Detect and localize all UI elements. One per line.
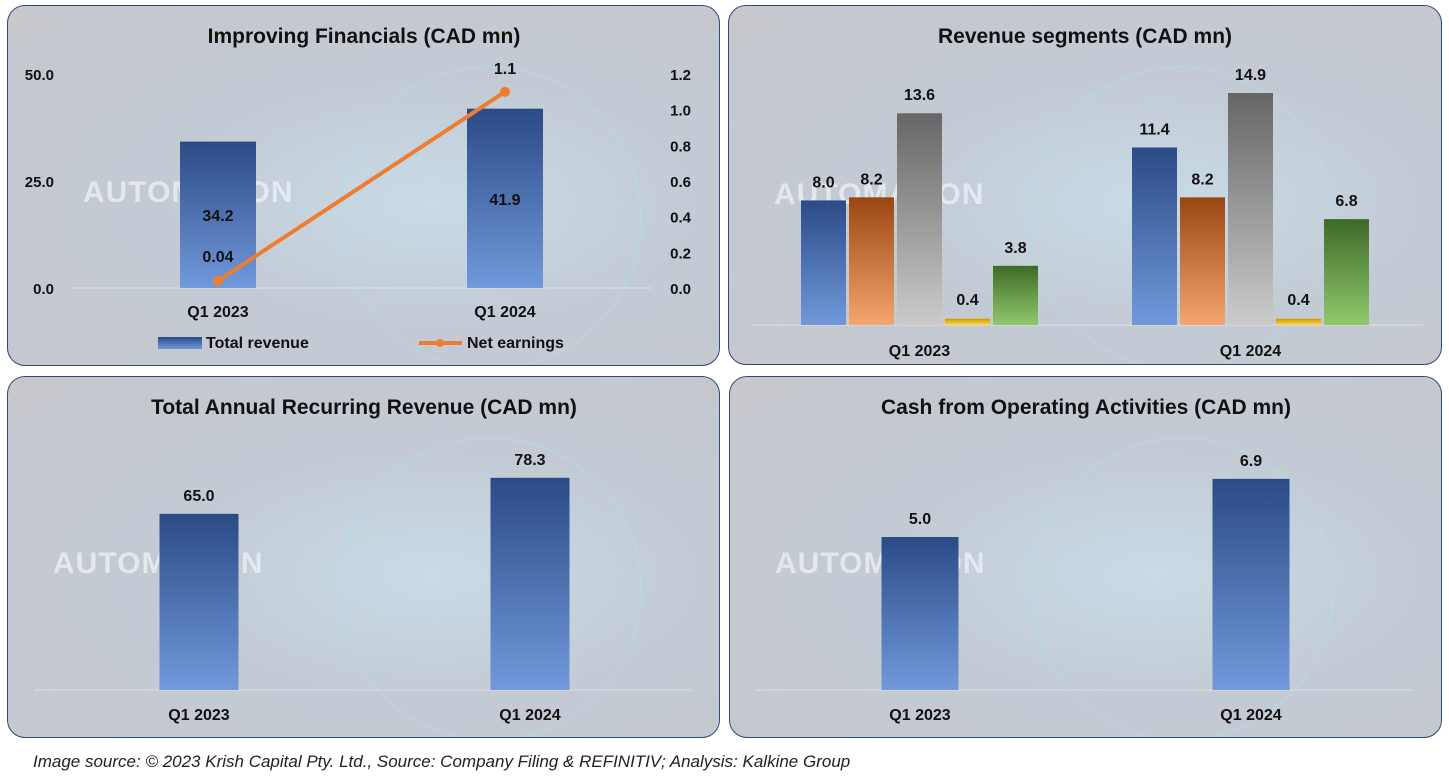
right-axis-tick-label: 1.2: [670, 67, 691, 84]
chart-title: Improving Financials (CAD mn): [208, 25, 521, 48]
right-axis-tick-label: 0.8: [670, 138, 691, 155]
data-label: 8.2: [1191, 171, 1213, 188]
left-axis-tick-label: 25.0: [25, 174, 54, 191]
chart-panel-improving-financials: AUTOMATION Improving Financials (CAD mn)…: [7, 5, 720, 366]
category-label: Q1 2023: [187, 304, 248, 321]
decorative-circle: [338, 66, 642, 365]
data-label: 5.0: [909, 511, 931, 528]
image-source-footer: Image source: © 2023 Krish Capital Pty. …: [33, 752, 851, 771]
data-label: 0.4: [1287, 292, 1309, 309]
data-label: 11.4: [1139, 122, 1169, 139]
data-label: 6.9: [1240, 453, 1262, 470]
data-label: 0.4: [956, 292, 978, 309]
decorative-circle: [1029, 66, 1333, 364]
legend-marker-net-earnings: [436, 339, 444, 347]
point-net-earnings: [500, 86, 510, 97]
chart-total-arr: Total Annual Recurring Revenue (CAD mn) 6…: [34, 396, 691, 724]
bar-segment-green: [993, 265, 1038, 325]
category-label: Q1 2024: [1220, 343, 1281, 360]
chart-title: Cash from Operating Activities (CAD mn): [881, 396, 1291, 419]
left-axis-tick-label: 0.0: [33, 281, 54, 298]
data-label: 6.8: [1335, 193, 1357, 210]
bar-segment-blue: [801, 200, 846, 325]
bar-segment-green: [1324, 219, 1369, 325]
right-axis-tick-label: 1.0: [670, 103, 691, 120]
bar-segment-yellow: [1276, 318, 1321, 325]
bar: [159, 513, 239, 690]
data-label: 8.2: [860, 171, 882, 188]
chart-panel-cash-from-operations: AUTOMATION Cash from Operating Activitie…: [729, 376, 1442, 738]
right-axis-tick-label: 0.4: [670, 210, 692, 227]
data-label: 78.3: [514, 452, 545, 469]
data-label-total-revenue: 41.9: [489, 192, 520, 209]
data-label: 13.6: [904, 87, 935, 104]
bar-segment-orange: [849, 197, 894, 325]
data-label: 65.0: [183, 488, 214, 505]
decorative-circle: [1030, 437, 1334, 737]
data-label: 14.9: [1235, 67, 1266, 84]
data-label-net-earnings: 1.1: [494, 61, 516, 78]
left-axis-tick-label: 50.0: [25, 67, 54, 84]
chart-panel-revenue-segments: AUTOMATION Revenue segments (CAD mn) 8.0 8…: [728, 5, 1442, 365]
category-label: Q1 2024: [499, 707, 560, 724]
chart-revenue-segments: Revenue segments (CAD mn) 8.0 8.2 13.6 0.4 3.…: [753, 25, 1423, 360]
data-label-total-revenue: 34.2: [202, 208, 233, 225]
data-label-net-earnings: 0.04: [202, 249, 233, 266]
bar-segment-gray: [1228, 93, 1273, 326]
chart-panel-total-arr: AUTOMATION Total Annual Recurring Revenu…: [7, 376, 720, 738]
bar: [490, 477, 570, 690]
chart-title: Total Annual Recurring Revenue (CAD mn): [151, 396, 577, 419]
legend-swatch-total-revenue: [158, 337, 202, 349]
line-net-earnings: [216, 90, 507, 283]
category-label: Q1 2023: [889, 343, 950, 360]
bar: [881, 537, 959, 690]
bar-segment-gray: [897, 113, 942, 325]
bar: [1212, 478, 1290, 690]
right-axis-tick-label: 0.6: [670, 174, 691, 191]
point-net-earnings: [213, 275, 223, 286]
bar-total-revenue: [467, 108, 543, 288]
data-label: 8.0: [812, 174, 834, 191]
category-label: Q1 2023: [889, 707, 950, 724]
bar-segment-yellow: [945, 318, 990, 325]
bar-segment-orange: [1180, 197, 1225, 325]
category-label: Q1 2024: [1220, 707, 1281, 724]
data-label: 3.8: [1004, 240, 1026, 257]
category-label: Q1 2024: [474, 304, 535, 321]
right-axis-tick-label: 0.0: [670, 281, 691, 298]
chart-improving-financials: Improving Financials (CAD mn) 0.0 25.0 50.0…: [25, 25, 692, 352]
bar-segment-blue: [1132, 147, 1177, 325]
chart-cash-from-operations: Cash from Operating Activities (CAD mn) 5…: [756, 396, 1413, 724]
chart-title: Revenue segments (CAD mn): [938, 25, 1232, 48]
category-label: Q1 2023: [168, 707, 229, 724]
decorative-circle: [338, 437, 642, 737]
legend-label-net-earnings: Net earnings: [467, 335, 564, 352]
right-axis-tick-label: 0.2: [670, 245, 691, 262]
legend-label-total-revenue: Total revenue: [206, 335, 309, 352]
